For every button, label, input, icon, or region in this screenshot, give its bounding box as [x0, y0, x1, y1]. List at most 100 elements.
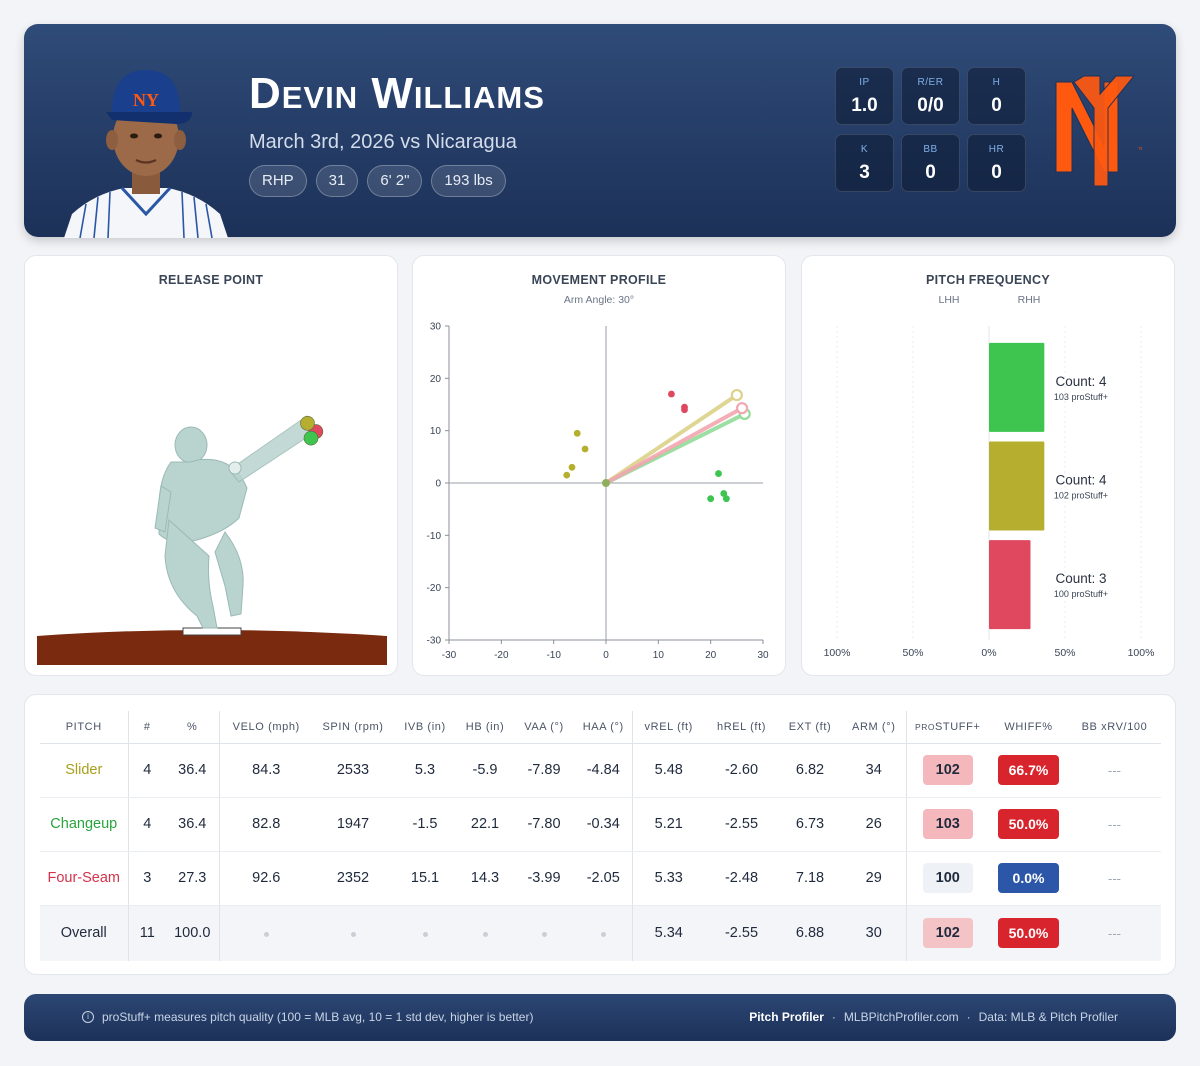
y-tick-label: 30: [430, 322, 442, 333]
vrel: 5.21: [632, 797, 705, 852]
stat-label: R/ER: [917, 77, 944, 88]
table-row-changeup: Changeup 4 36.4 82.8 1947 -1.5 22.1 -7.8…: [40, 797, 1161, 852]
empty-dot: [541, 932, 547, 938]
release-point-panel: RELEASE POINT: [24, 255, 398, 676]
vrel: 5.34: [632, 905, 705, 961]
release-point-title: RELEASE POINT: [158, 273, 264, 287]
bb-xrv: ---: [1068, 797, 1161, 852]
footer-site-link[interactable]: MLBPitchProfiler.com: [843, 1010, 959, 1024]
stat-hr: HR 0: [967, 134, 1026, 192]
stat-value: 0: [991, 95, 1002, 116]
prostuff-chip: 103: [922, 809, 973, 839]
release-point-changeup: [303, 430, 319, 446]
pitch-frequency-title: PITCH FREQUENCY: [926, 273, 1050, 287]
ext: 6.88: [778, 905, 842, 961]
svg-text:™: ™: [1138, 147, 1142, 154]
hb: -5.9: [457, 743, 513, 798]
pitch-name: Four-Seam: [40, 851, 129, 906]
table-header-row: PITCH # % VELO (mph) SPIN (rpm) IVB (in)…: [40, 711, 1161, 744]
stat-r-er: R/ER 0/0: [901, 67, 960, 125]
whiff-cell: 66.7%: [989, 743, 1068, 798]
empty-dot: [350, 932, 356, 938]
whiff-cell: 0.0%: [989, 851, 1068, 906]
hb: 22.1: [457, 797, 513, 852]
release-point-chart: [37, 415, 387, 665]
avg-marker-fourseam: [735, 402, 749, 415]
velo: 92.6: [219, 851, 313, 906]
prostuff-cell: 102: [906, 905, 989, 961]
whiff-chip: 0.0%: [998, 863, 1059, 893]
stat-label: H: [992, 77, 1001, 88]
footer-brand: Pitch Profiler: [749, 1010, 824, 1024]
freq-count-label: Count: 3: [1055, 571, 1106, 586]
pitchers-mound: [37, 630, 387, 665]
stat-label: K: [860, 144, 869, 155]
movement-profile-title: MOVEMENT PROFILE: [531, 273, 667, 287]
freq-count-label: Count: 4: [1055, 374, 1107, 389]
velo-empty: [219, 905, 313, 961]
y-tick-label: 0: [435, 479, 441, 490]
haa: -2.05: [575, 851, 633, 906]
stat-ip: IP 1.0: [835, 67, 894, 125]
player-name: Devin Williams: [249, 69, 545, 118]
shoulder-joint: [228, 461, 242, 475]
ivb-empty: [393, 905, 457, 961]
x-tick-label: 10: [653, 650, 665, 661]
pitch-point-changeup: [722, 495, 730, 503]
pf-x-tick-label: 50%: [902, 647, 923, 659]
vaa: -7.89: [513, 743, 575, 798]
pitch-metrics-table: PITCH # % VELO (mph) SPIN (rpm) IVB (in)…: [40, 711, 1161, 961]
footer: i proStuff+ measures pitch quality (100 …: [24, 994, 1176, 1041]
ext: 7.18: [778, 851, 842, 906]
info-icon: i: [82, 1011, 94, 1023]
pitch-metrics-table-card: PITCH # % VELO (mph) SPIN (rpm) IVB (in)…: [24, 694, 1176, 975]
pitch-pct: 36.4: [166, 743, 220, 798]
avg-arm-line-fourseam: [604, 406, 745, 485]
col-ext: EXT (ft): [778, 711, 842, 744]
whiff-cell: 50.0%: [989, 797, 1068, 852]
whiff-cell: 50.0%: [989, 905, 1068, 961]
vrel: 5.48: [632, 743, 705, 798]
movement-profile-panel: MOVEMENT PROFILE Arm Angle: 30° -30 -20 -1…: [412, 255, 786, 676]
col-pitch: PITCH: [40, 711, 129, 744]
prostuff-cell: 100: [906, 851, 989, 906]
bb-xrv: ---: [1068, 851, 1161, 906]
pitch-point-slider: [568, 463, 576, 471]
stat-value: 3: [859, 162, 870, 183]
whiff-chip: 50.0%: [998, 809, 1059, 839]
spin: 2352: [313, 851, 393, 906]
release-point-slider: [300, 416, 315, 431]
pitch-point-fourseam: [681, 406, 688, 414]
prostuff-cell: 102: [906, 743, 989, 798]
stat-value: 0: [991, 162, 1002, 183]
pitch-count: 3: [128, 851, 166, 906]
pitch-name: Changeup: [40, 797, 129, 852]
haa-empty: [575, 905, 633, 961]
stat-bb: BB 0: [901, 134, 960, 192]
x-tick-label: 30: [757, 650, 769, 661]
pitch-count: 11: [128, 905, 166, 961]
footer-note: proStuff+ measures pitch quality (100 = …: [102, 1010, 534, 1024]
col-hrel: hREL (ft): [705, 711, 778, 744]
pf-x-tick-label: 100%: [1128, 647, 1155, 659]
empty-dot: [600, 932, 606, 938]
haa: -0.34: [575, 797, 633, 852]
ext: 6.73: [778, 797, 842, 852]
vaa: -3.99: [513, 851, 575, 906]
pf-x-tick-label: 100%: [824, 647, 851, 659]
pitch-frequency-panel: PITCH FREQUENCY LHH RHH 100% 50% 0% 50% 100% Co…: [801, 255, 1175, 676]
prostuff-chip: 100: [922, 863, 973, 893]
empty-dot: [263, 932, 269, 938]
prostuff-cell: 103: [906, 797, 989, 852]
col-count: #: [128, 711, 166, 744]
player-headshot: NY: [64, 70, 228, 238]
movement-profile-chart: -30 -20 -10 0 10 20 30 30 20 10 0 -10 -20 -30: [427, 322, 769, 662]
pitch-name: Slider: [40, 743, 129, 798]
x-tick-label: 20: [705, 650, 717, 661]
stat-label: IP: [859, 77, 870, 88]
pitch-pct: 100.0: [166, 905, 220, 961]
team-logo: ™: [1055, 75, 1142, 187]
